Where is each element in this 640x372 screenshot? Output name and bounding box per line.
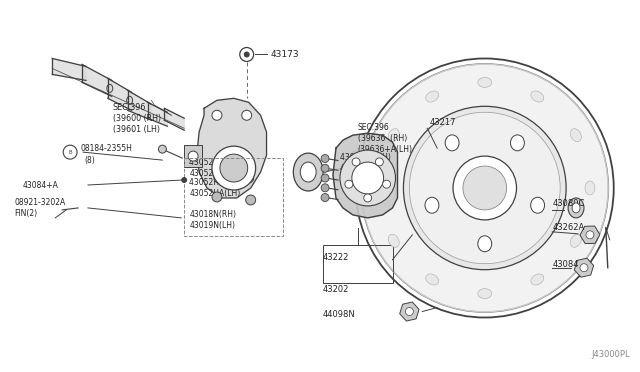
Circle shape [352,162,383,194]
Text: 43217: 43217 [429,118,456,127]
Circle shape [212,146,255,190]
Text: 43262A: 43262A [552,223,584,232]
Text: 08184-2355H: 08184-2355H [80,144,132,153]
Ellipse shape [445,135,459,151]
Text: 43052D (RH)
43052DA(LH): 43052D (RH) 43052DA(LH) [189,158,241,178]
Text: 08921-3202A
FIN(2): 08921-3202A FIN(2) [15,198,66,218]
Circle shape [244,173,253,183]
Circle shape [410,112,560,264]
Text: 43052E  (RH)
43052EA(LH): 43052E (RH) 43052EA(LH) [340,153,391,173]
Ellipse shape [570,234,581,247]
Text: B: B [68,150,72,155]
Circle shape [586,231,594,239]
Ellipse shape [511,135,524,151]
Circle shape [321,154,329,163]
Text: 43222: 43222 [323,253,349,262]
Circle shape [159,145,166,153]
Ellipse shape [426,274,438,285]
Circle shape [188,151,198,161]
Ellipse shape [568,198,584,218]
Ellipse shape [478,289,492,299]
Ellipse shape [374,181,385,195]
Text: 43173: 43173 [271,50,299,59]
Circle shape [403,106,566,270]
Circle shape [345,180,353,188]
Circle shape [321,174,329,182]
Circle shape [214,173,224,183]
Circle shape [321,164,329,172]
Bar [323,245,392,283]
Ellipse shape [531,91,544,102]
Ellipse shape [300,162,316,182]
Text: 44098N: 44098N [323,310,356,319]
Text: 43080C: 43080C [552,199,584,208]
Polygon shape [333,133,397,218]
Ellipse shape [293,153,323,191]
Ellipse shape [531,274,544,285]
Bar [184,145,202,167]
Circle shape [340,150,396,206]
Circle shape [212,110,222,120]
Ellipse shape [585,181,595,195]
Ellipse shape [572,203,580,213]
Circle shape [383,180,390,188]
Bar [184,158,284,236]
Ellipse shape [478,236,492,252]
Polygon shape [147,102,167,126]
Ellipse shape [388,234,399,247]
Text: 43084: 43084 [552,260,579,269]
Circle shape [242,110,252,120]
Circle shape [181,177,187,183]
Text: 43202: 43202 [323,285,349,294]
Circle shape [362,64,608,311]
Ellipse shape [426,91,438,102]
Text: 43052H (RH)
43052HA(LH): 43052H (RH) 43052HA(LH) [189,178,241,198]
Text: (8): (8) [84,155,95,164]
Circle shape [246,195,255,205]
Text: SEC.396
(39600 (RH)
(39601 (LH): SEC.396 (39600 (RH) (39601 (LH) [113,103,161,134]
Circle shape [364,194,372,202]
Circle shape [376,158,383,166]
Circle shape [244,51,250,58]
Circle shape [463,166,507,210]
Polygon shape [127,90,152,120]
Circle shape [453,156,516,220]
Circle shape [321,184,329,192]
Text: SEC.396
(39636  (RH)
(39636+A(LH): SEC.396 (39636 (RH) (39636+A(LH) [358,123,413,154]
Circle shape [220,154,248,182]
Polygon shape [82,64,112,96]
Circle shape [321,193,329,202]
Ellipse shape [531,197,545,213]
Polygon shape [197,98,266,198]
Ellipse shape [570,129,581,142]
Circle shape [352,158,360,166]
Circle shape [405,308,413,315]
Text: J43000PL: J43000PL [591,350,630,359]
Text: 43018N(RH)
43019N(LH): 43018N(RH) 43019N(LH) [189,210,236,230]
Ellipse shape [388,129,399,142]
Circle shape [212,192,222,202]
Circle shape [580,264,588,272]
Text: 43084+A: 43084+A [22,180,58,189]
Polygon shape [164,108,184,130]
Ellipse shape [478,77,492,87]
Ellipse shape [425,197,439,213]
Polygon shape [108,78,132,110]
Polygon shape [52,58,86,80]
